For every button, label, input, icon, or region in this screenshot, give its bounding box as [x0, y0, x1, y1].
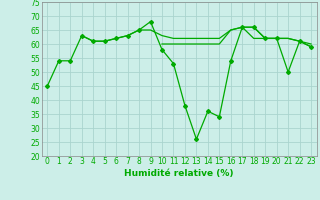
X-axis label: Humidité relative (%): Humidité relative (%) — [124, 169, 234, 178]
